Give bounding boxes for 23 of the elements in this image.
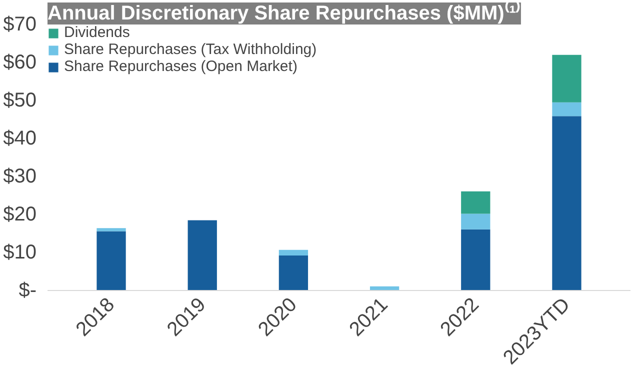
bar [552, 54, 582, 102]
y-tick-label: $- [18, 280, 37, 302]
y-tick-label: $10 [3, 242, 37, 264]
chart-title: Annual Discretionary Share Repurchases ($MM)⁽¹⁾ [48, 0, 521, 24]
bar [278, 256, 308, 290]
bar [96, 231, 126, 290]
y-tick-label: $20 [3, 204, 37, 226]
bar [188, 220, 217, 290]
bar [461, 191, 490, 214]
y-tick-label: $70 [3, 14, 37, 36]
y-tick-label: $60 [3, 52, 37, 74]
bar [461, 214, 490, 230]
bar [278, 250, 308, 256]
bar [552, 116, 582, 290]
bar [552, 102, 582, 116]
legend-label: Share Repurchases (Tax Withholding) [64, 41, 317, 58]
bar [461, 229, 490, 290]
legend-label: Share Repurchases (Open Market) [64, 58, 298, 75]
legend-label: Dividends [64, 24, 130, 41]
y-tick-label: $30 [3, 166, 37, 188]
bar [96, 228, 126, 232]
y-tick-label: $40 [3, 128, 37, 150]
y-tick-label: $50 [3, 90, 37, 112]
